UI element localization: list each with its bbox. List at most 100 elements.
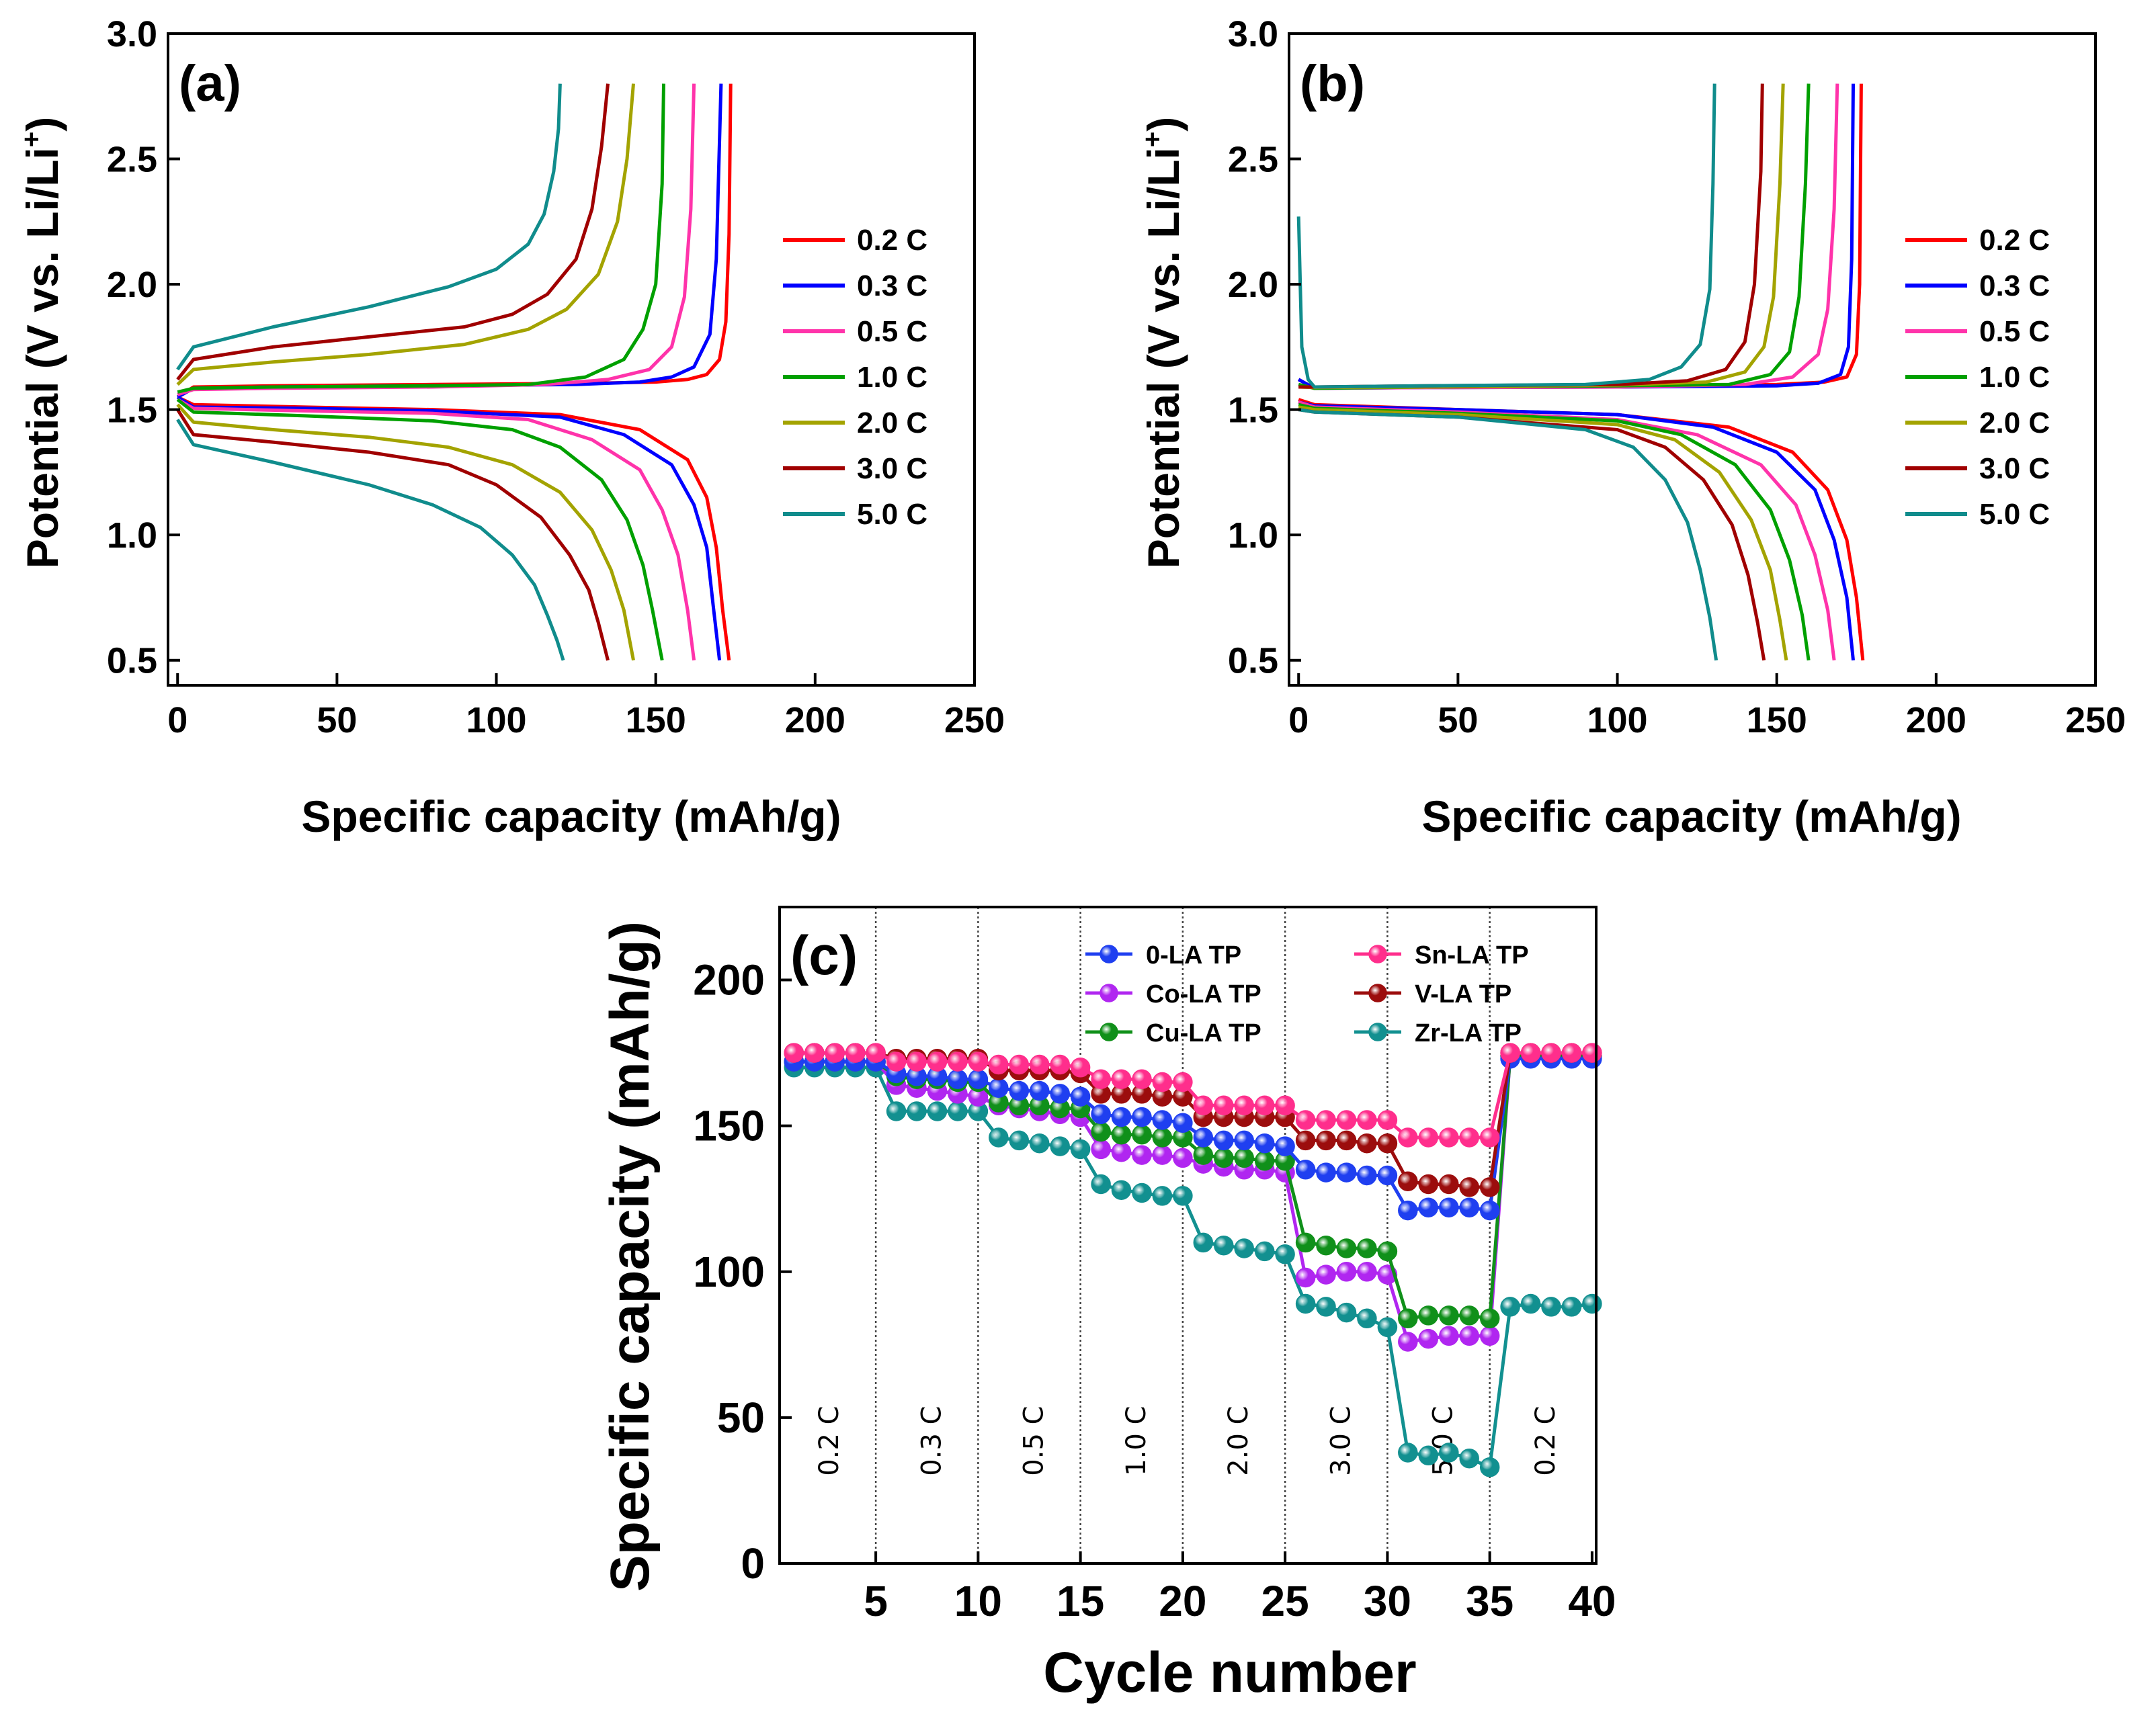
series-4-point-27 xyxy=(1316,1235,1336,1256)
series-2-point-31 xyxy=(1398,1332,1418,1352)
rate-label-4: 2.0 C xyxy=(1223,1406,1254,1475)
series-3-point-35 xyxy=(1479,1177,1500,1197)
legend-label-1: Sn-LA TP xyxy=(1415,941,1529,970)
panel-a-legend-label-0: 0.2 C xyxy=(857,224,927,257)
panel-a-discharge-curve-1 xyxy=(176,395,722,660)
panel-b-xtick-label-2: 100 xyxy=(1587,700,1647,740)
panel-a-legend-label-2: 0.5 C xyxy=(857,315,927,348)
panel-a-xlabel: Specific capacity (mAh/g) xyxy=(301,791,841,841)
rate-label-0: 0.2 C xyxy=(814,1406,845,1475)
series-4-point-16 xyxy=(1091,1121,1111,1142)
chart-panel-c: Cycle number Specific capacity (mAh/g) (… xyxy=(599,906,1616,1704)
panel-b-ytick-label-5: 3.0 xyxy=(1228,14,1278,54)
series-4-point-28 xyxy=(1336,1238,1357,1258)
series-0-point-34 xyxy=(1459,1197,1479,1217)
series-1-point-32 xyxy=(1418,1127,1439,1148)
series-5-point-9 xyxy=(948,1101,968,1121)
panel-b-xtick-label-1: 50 xyxy=(1438,700,1478,740)
series-1-point-16 xyxy=(1091,1069,1111,1089)
series-0-point-17 xyxy=(1111,1107,1132,1127)
panel-b-discharge-curve-4 xyxy=(1298,405,1788,661)
panel-b-discharge-curve-3 xyxy=(1298,402,1811,661)
series-2-point-32 xyxy=(1418,1328,1439,1349)
series-1-point-7 xyxy=(907,1051,927,1072)
series-5-point-21 xyxy=(1193,1232,1214,1253)
series-1-point-10 xyxy=(968,1051,989,1072)
panel-a-charge-curve-4 xyxy=(176,83,635,386)
legend-swatch-marker-2 xyxy=(1100,984,1118,1002)
series-5-point-39 xyxy=(1561,1297,1582,1317)
series-1-point-33 xyxy=(1439,1127,1459,1148)
series-2-point-19 xyxy=(1152,1145,1173,1165)
series-0-point-18 xyxy=(1132,1107,1152,1127)
series-0-point-10 xyxy=(968,1069,989,1089)
panel-b-legend-label-2: 0.5 C xyxy=(1979,315,2050,348)
panel-b-legend-label-3: 1.0 C xyxy=(1979,361,2050,394)
series-4-point-29 xyxy=(1357,1238,1377,1258)
panel-b-xtick-label-3: 150 xyxy=(1747,700,1807,740)
chart-panel-b: Specific capacity (mAh/g) Potential (V v… xyxy=(1138,14,2126,841)
series-1-point-34 xyxy=(1459,1127,1479,1148)
series-4-point-33 xyxy=(1439,1305,1459,1326)
series-1-point-23 xyxy=(1234,1095,1254,1116)
legend-swatch-marker-0 xyxy=(1100,945,1118,963)
panel-c-ytick-label-1: 50 xyxy=(717,1393,765,1442)
series-1-point-36 xyxy=(1500,1043,1520,1063)
rate-label-3: 1.0 C xyxy=(1121,1406,1152,1475)
panel-b-legend-label-6: 5.0 C xyxy=(1979,498,2050,531)
panel-a-discharge-curve-6 xyxy=(176,419,565,661)
panel-c-ytick-label-4: 200 xyxy=(693,956,765,1004)
panel-a-legend-label-4: 2.0 C xyxy=(857,406,927,439)
panel-a-discharge-curve-3 xyxy=(176,398,664,661)
series-5-point-23 xyxy=(1234,1238,1254,1258)
series-0-point-30 xyxy=(1377,1165,1398,1186)
panel-a-legend-label-5: 3.0 C xyxy=(857,452,927,485)
series-1-point-29 xyxy=(1357,1110,1377,1130)
panel-c-xtick-label-4: 25 xyxy=(1261,1577,1309,1625)
panel-a-charge-curve-5 xyxy=(176,83,610,381)
series-line-5 xyxy=(794,1066,1593,1470)
panel-c-ytick-label-0: 0 xyxy=(741,1539,765,1588)
series-3-point-26 xyxy=(1295,1130,1316,1151)
series-3-point-30 xyxy=(1377,1133,1398,1154)
panel-c-xtick-label-6: 35 xyxy=(1466,1577,1514,1625)
series-5-point-36 xyxy=(1500,1297,1520,1317)
series-0-point-25 xyxy=(1275,1136,1295,1156)
panel-b-discharge-curve-1 xyxy=(1298,400,1855,660)
series-3-point-31 xyxy=(1398,1171,1418,1191)
panel-a-xtick-label-1: 50 xyxy=(317,700,357,740)
series-1-point-28 xyxy=(1336,1110,1357,1130)
panel-b-ylabel: Potential (V vs. Li/Li+) xyxy=(1138,117,1188,568)
legend-swatch-marker-1 xyxy=(1368,945,1387,963)
series-5-point-7 xyxy=(907,1101,927,1121)
series-0-point-32 xyxy=(1418,1197,1439,1217)
series-1-point-39 xyxy=(1561,1043,1582,1063)
panel-a-ytick-label-4: 2.5 xyxy=(107,140,157,180)
series-5-point-27 xyxy=(1316,1297,1336,1317)
series-0-point-31 xyxy=(1398,1200,1418,1221)
rate-label-1: 0.3 C xyxy=(916,1406,947,1475)
series-4-point-22 xyxy=(1214,1148,1234,1168)
panel-c-xtick-label-7: 40 xyxy=(1568,1577,1616,1625)
series-5-point-11 xyxy=(989,1127,1009,1148)
rate-label-6: 5.0 C xyxy=(1428,1406,1459,1475)
panel-a-xtick-label-3: 150 xyxy=(626,700,686,740)
series-2-point-26 xyxy=(1295,1267,1316,1288)
series-1-point-24 xyxy=(1254,1095,1275,1116)
panel-a-ylabel: Potential (V vs. Li/Li+) xyxy=(17,117,67,568)
legend-label-2: Co-LA TP xyxy=(1146,980,1261,1008)
series-3-point-33 xyxy=(1439,1174,1459,1195)
series-0-point-33 xyxy=(1439,1197,1459,1217)
series-1-point-19 xyxy=(1152,1072,1173,1092)
series-4-point-35 xyxy=(1479,1308,1500,1329)
series-1-point-2 xyxy=(804,1043,825,1063)
series-1-point-25 xyxy=(1275,1095,1295,1116)
series-0-point-19 xyxy=(1152,1110,1173,1130)
series-0-point-15 xyxy=(1070,1086,1091,1107)
panel-b-discharge-curve-5 xyxy=(1298,408,1766,661)
series-1-point-31 xyxy=(1398,1127,1418,1148)
panel-a-charge-curve-6 xyxy=(176,83,562,371)
series-1-point-9 xyxy=(948,1051,968,1072)
panel-b-ytick-label-2: 1.5 xyxy=(1228,390,1278,431)
series-1-point-35 xyxy=(1479,1127,1500,1148)
